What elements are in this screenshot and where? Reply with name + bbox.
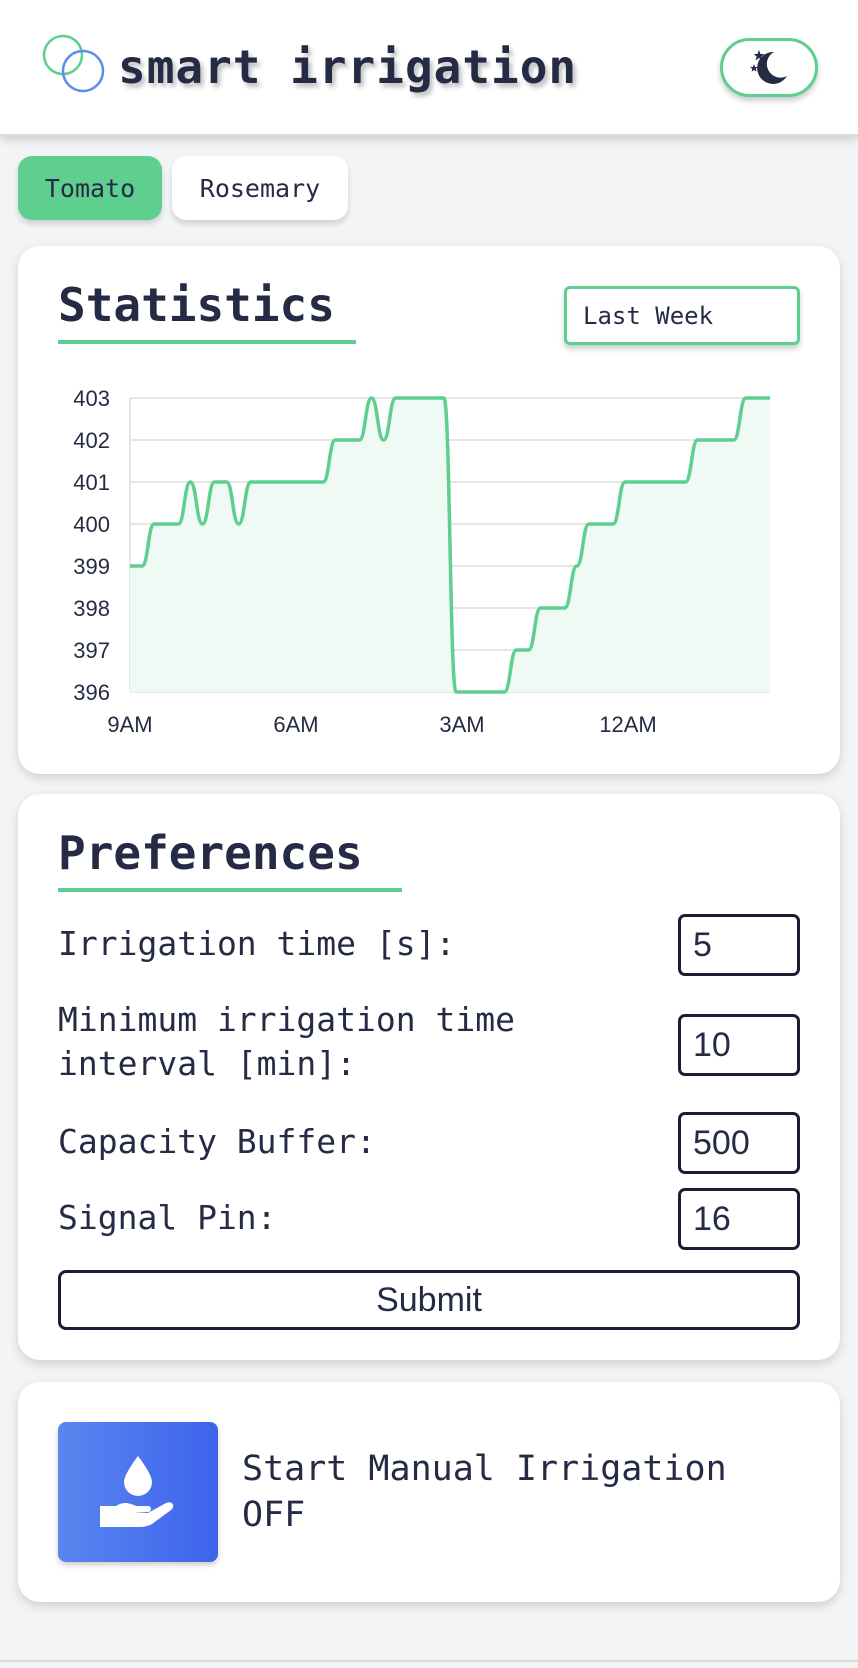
min-interval-input[interactable]: 10 <box>678 1014 800 1076</box>
chart-y-tick-label: 399 <box>73 554 110 579</box>
capacity-buffer-label: Capacity Buffer: <box>58 1122 376 1161</box>
chart-y-tick-label: 402 <box>73 428 110 453</box>
preferences-card: Preferences Irrigation time [s]: 5 Minim… <box>18 794 840 1360</box>
chart-y-tick-label: 400 <box>73 512 110 537</box>
app-header: smart irrigation <box>0 0 858 136</box>
statistics-title: Statistics <box>58 278 335 332</box>
chart-x-tick-label: 3AM <box>439 712 484 737</box>
submit-button[interactable]: Submit <box>58 1270 800 1330</box>
chart-y-tick-label: 398 <box>73 596 110 621</box>
page-bottom-divider <box>0 1660 858 1662</box>
irrigation-time-label: Irrigation time [s]: <box>58 924 456 963</box>
chart-x-tick-label: 9AM <box>107 712 152 737</box>
statistics-chart: 403 402 401 400 399 398 397 396 9AM 6AM 3AM 12AM <box>73 386 770 737</box>
chart-x-tick-label: 6AM <box>273 712 318 737</box>
chart-y-tick-label: 403 <box>73 386 110 411</box>
chart-series-line <box>129 396 770 694</box>
signal-pin-label: Signal Pin: <box>58 1198 277 1237</box>
capacity-buffer-input[interactable]: 500 <box>678 1112 800 1174</box>
tab-tomato[interactable]: Tomato <box>18 156 162 220</box>
water-drop-hand-icon <box>100 1456 174 1527</box>
app-title: smart irrigation <box>118 40 578 94</box>
moon-stars-icon <box>750 49 787 84</box>
manual-irrigation-label: Start Manual Irrigation <box>242 1449 727 1489</box>
statistics-card: Statistics Last Week 403 402 401 400 399 398 3… <box>18 246 840 774</box>
chart-y-tick-label: 397 <box>73 638 110 663</box>
period-select[interactable]: Last Week <box>564 286 800 345</box>
manual-irrigation-status: OFF <box>242 1495 306 1535</box>
irrigation-time-input[interactable]: 5 <box>678 914 800 976</box>
tab-rosemary[interactable]: Rosemary <box>172 156 348 220</box>
manual-irrigation-text: Start Manual Irrigation OFF <box>242 1446 727 1538</box>
chart-y-tick-label: 396 <box>73 680 110 705</box>
chart-y-tick-label: 401 <box>73 470 110 495</box>
signal-pin-input[interactable]: 16 <box>678 1188 800 1250</box>
chart-x-tick-label: 12AM <box>599 712 656 737</box>
preferences-title: Preferences <box>58 826 363 880</box>
overlapping-circles-icon <box>42 34 105 93</box>
manual-irrigation-card: Start Manual Irrigation OFF <box>18 1382 840 1602</box>
statistics-title-underline <box>58 340 356 344</box>
min-interval-label: Minimum irrigation time interval [min]: <box>58 1000 515 1083</box>
theme-toggle-button[interactable] <box>720 38 818 97</box>
preferences-title-underline <box>58 888 402 892</box>
manual-irrigation-button[interactable] <box>58 1422 218 1562</box>
